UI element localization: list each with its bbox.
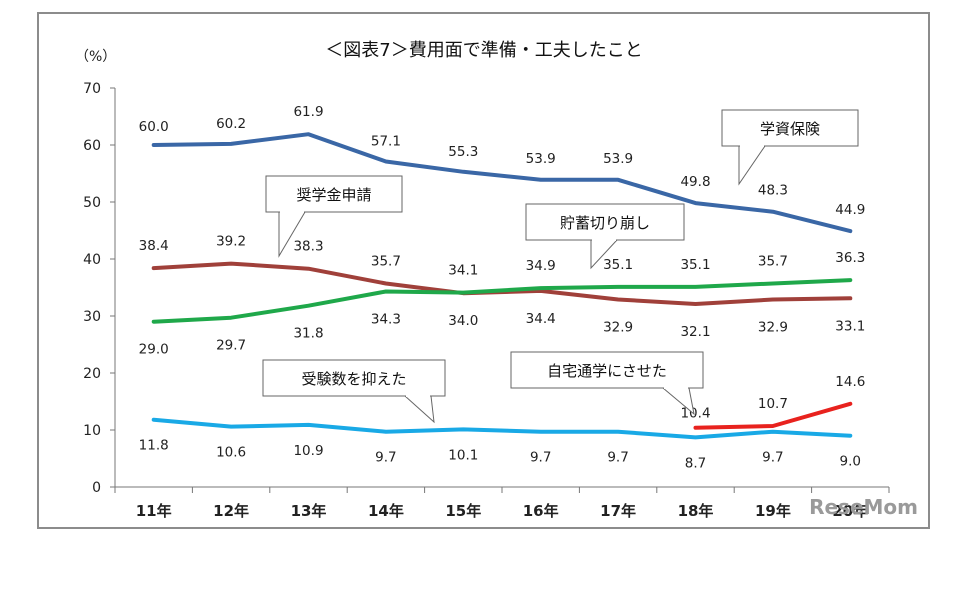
y-tick-label: 30: [83, 309, 101, 325]
y-tick-label: 40: [83, 252, 101, 268]
callout-pointer-juken: [403, 395, 435, 424]
data-label-shougaku: 38.4: [139, 238, 169, 254]
x-tick-label: 15年: [445, 502, 481, 520]
data-label-chochiku: 35.1: [603, 257, 633, 273]
data-label-juken: 9.7: [762, 450, 783, 466]
x-tick-label: 11年: [136, 502, 172, 520]
y-axis-unit-label: （%）: [75, 49, 116, 65]
data-label-gakushi: 53.9: [603, 151, 633, 167]
data-label-shougaku: 32.9: [603, 319, 633, 335]
legend-label-juken: 受験数を抑えた: [301, 370, 406, 388]
callout-box-shougaku: [265, 175, 403, 213]
legend-label-chochiku: 貯蓄切り崩し: [560, 214, 650, 232]
data-label-gakushi: 44.9: [835, 202, 865, 218]
x-tick-label: 13年: [291, 502, 327, 520]
y-tick-label: 60: [83, 138, 101, 154]
data-label-gakushi: 60.2: [216, 116, 246, 132]
callout-pointer-gakushi: [738, 145, 766, 186]
y-tick-label: 70: [83, 81, 101, 97]
y-tick-label: 20: [83, 366, 101, 382]
data-label-chochiku: 35.7: [758, 254, 788, 270]
y-tick-label: 10: [83, 423, 101, 439]
callout-pointer-jitaku: [661, 387, 695, 416]
data-label-gakushi: 61.9: [293, 104, 323, 120]
data-label-gakushi: 57.1: [371, 134, 401, 150]
callout-box-juken: [262, 359, 446, 397]
series-line-juken: [151, 417, 853, 440]
series-line-jitaku: [693, 401, 853, 430]
data-label-chochiku: 31.8: [293, 326, 323, 342]
data-label-shougaku: 39.2: [216, 234, 246, 250]
data-label-shougaku: 32.9: [758, 319, 788, 335]
data-label-chochiku: 29.7: [216, 338, 246, 354]
data-label-juken: 9.0: [840, 454, 861, 470]
data-label-chochiku: 36.3: [835, 250, 865, 266]
data-label-shougaku: 38.3: [293, 239, 323, 255]
data-label-shougaku: 35.7: [371, 254, 401, 270]
data-label-juken: 9.7: [607, 450, 628, 466]
data-label-shougaku: 34.0: [448, 313, 478, 329]
resemom-watermark: ReseMom: [809, 495, 918, 519]
chart-frame: ＜図表7＞費用面で準備・工夫したこと （%） 0 10 20 30 40 50 60 70 11…: [37, 12, 930, 529]
data-label-chochiku: 34.3: [371, 311, 401, 327]
data-label-chochiku: 35.1: [680, 257, 710, 273]
callout-box-gakushi: [721, 109, 859, 147]
x-tick-label: 18年: [678, 502, 714, 520]
series-line-gakushi: [151, 132, 853, 234]
x-tick-label: 20年: [832, 502, 868, 520]
data-label-gakushi: 48.3: [758, 183, 788, 199]
data-label-shougaku: 33.1: [835, 318, 865, 334]
data-label-jitaku: 14.6: [835, 374, 865, 390]
data-label-juken: 11.8: [139, 438, 169, 454]
data-label-chochiku: 29.0: [139, 342, 169, 358]
y-tick-label: 50: [83, 195, 101, 211]
legend-label-jitaku: 自宅通学にさせた: [547, 362, 667, 380]
data-label-shougaku: 34.4: [526, 311, 556, 327]
data-label-jitaku: 10.4: [680, 406, 710, 422]
data-label-gakushi: 60.0: [139, 119, 169, 135]
line-chart: ＜図表7＞費用面で準備・工夫したこと （%） 0 10 20 30 40 50 60 70 11…: [75, 40, 890, 520]
data-label-gakushi: 55.3: [448, 144, 478, 160]
y-tick-label: 0: [92, 480, 101, 496]
x-tick-label: 16年: [523, 502, 559, 520]
data-label-juken: 10.9: [293, 443, 323, 459]
callout-box-chochiku: [525, 203, 685, 241]
data-label-gakushi: 53.9: [526, 151, 556, 167]
data-label-chochiku: 34.9: [526, 258, 556, 274]
data-label-juken: 8.7: [685, 455, 706, 471]
data-label-juken: 9.7: [375, 450, 396, 466]
x-tick-label: 12年: [213, 502, 249, 520]
data-label-juken: 9.7: [530, 450, 551, 466]
chart-title: ＜図表7＞費用面で準備・工夫したこと: [325, 40, 642, 61]
data-label-jitaku: 10.7: [758, 396, 788, 412]
data-label-juken: 10.1: [448, 447, 478, 463]
series-line-chochiku: [151, 278, 853, 324]
legend-label-gakushi: 学資保険: [760, 120, 820, 138]
x-tick-label: 17年: [600, 502, 636, 520]
data-label-shougaku: 32.1: [680, 324, 710, 340]
data-label-chochiku: 34.1: [448, 263, 478, 279]
x-tick-label: 14年: [368, 502, 404, 520]
data-label-juken: 10.6: [216, 445, 246, 461]
data-label-gakushi: 49.8: [680, 174, 710, 190]
legend-label-shougaku: 奨学金申請: [296, 186, 371, 204]
callout-box-jitaku: [510, 351, 704, 389]
x-tick-label: 19年: [755, 502, 791, 520]
